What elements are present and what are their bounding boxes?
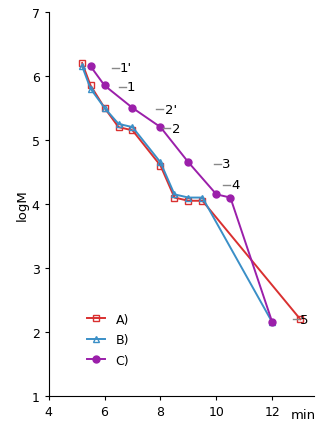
Text: 1': 1' <box>120 62 132 75</box>
Text: 3: 3 <box>222 158 230 171</box>
Text: 2': 2' <box>165 104 177 116</box>
Text: 2: 2 <box>172 123 180 135</box>
Text: min: min <box>291 408 316 420</box>
Text: 4: 4 <box>232 179 240 192</box>
Y-axis label: logM: logM <box>16 189 29 220</box>
Text: 1: 1 <box>127 81 135 94</box>
Legend: A), B), C): A), B), C) <box>87 313 129 367</box>
Text: 5: 5 <box>300 313 309 326</box>
